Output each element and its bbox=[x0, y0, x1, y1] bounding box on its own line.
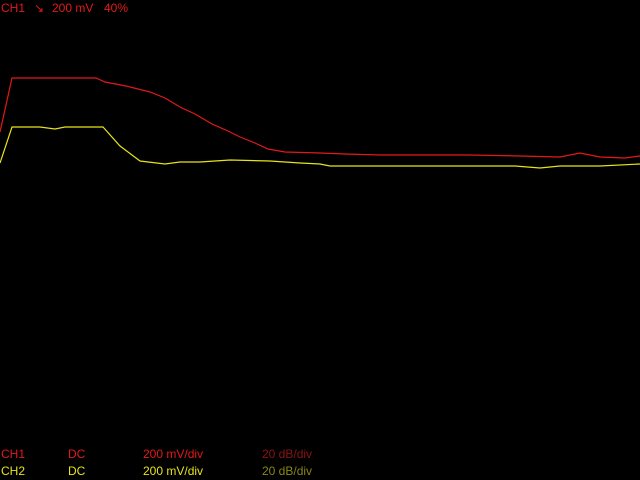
ch2-trace bbox=[0, 126, 640, 169]
ch1-coupling: DC bbox=[68, 447, 86, 461]
trigger-position: 40% bbox=[104, 1, 129, 15]
trigger-level: 200 mV bbox=[52, 1, 94, 15]
ch2-label: CH2 bbox=[1, 464, 26, 478]
ch1-label: CH1 bbox=[1, 447, 26, 461]
ch2-math-scale: 20 dB/div bbox=[262, 464, 313, 478]
trigger-slope-icon: ↘ bbox=[34, 1, 45, 15]
ch2-coupling: DC bbox=[68, 464, 86, 478]
ch2-volts-per-div: 200 mV/div bbox=[143, 464, 204, 478]
ch1-math-scale: 20 dB/div bbox=[262, 447, 313, 461]
ch1-trace bbox=[0, 77, 640, 159]
trigger-channel: CH1 bbox=[1, 1, 26, 15]
trigger-readout: CH1 ↘ 200 mV 40% bbox=[1, 1, 128, 15]
ch1-volts-per-div: 200 mV/div bbox=[143, 447, 204, 461]
